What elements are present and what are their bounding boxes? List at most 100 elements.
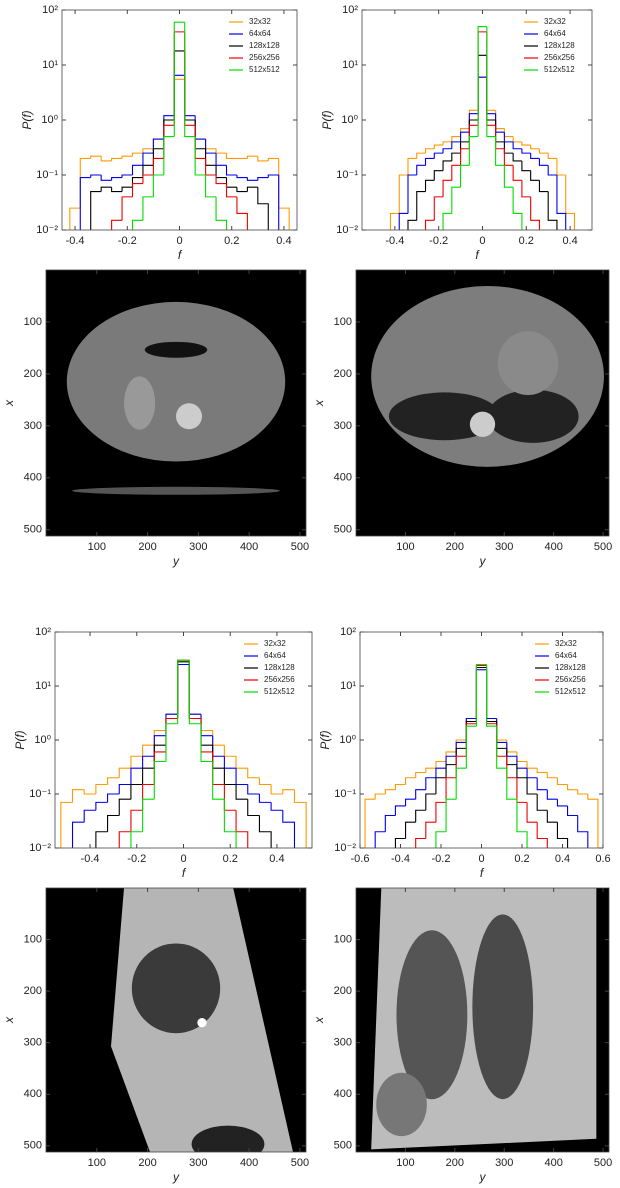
histogram-step (246, 177, 258, 181)
histogram-step (257, 156, 269, 162)
histogram-step (188, 664, 202, 715)
image-region (487, 389, 579, 443)
histogram-step (163, 136, 175, 175)
histogram-step (477, 31, 487, 126)
histogram-step (153, 760, 166, 800)
histogram-step (194, 120, 206, 150)
legend-label: 32x32 (264, 639, 286, 648)
histogram-step (246, 186, 258, 192)
histogram-step (424, 179, 435, 192)
histogram-step (364, 798, 376, 848)
x-tick-label: 300 (189, 541, 207, 553)
x-tick-label: 300 (495, 541, 513, 553)
histogram-step (468, 136, 479, 166)
histogram-step (100, 156, 112, 162)
histogram-step (60, 801, 73, 848)
histogram-step (90, 174, 102, 178)
x-axis-label: y (479, 554, 487, 568)
histogram-step (445, 798, 457, 832)
y-axis-label: x (312, 1016, 326, 1024)
histogram-step (433, 170, 444, 181)
histogram-step (163, 119, 175, 149)
histogram-step (152, 138, 164, 154)
histogram-step (177, 661, 190, 719)
legend-label: 128x128 (544, 41, 575, 50)
histogram-step (177, 659, 190, 724)
histogram-step (152, 148, 164, 166)
histogram-step (521, 141, 531, 146)
histogram-step (130, 767, 143, 785)
histogram-step (435, 767, 447, 778)
y-tick-label: 10⁻¹ (36, 169, 58, 181)
histogram-step (184, 79, 196, 121)
histogram-step (477, 26, 487, 137)
x-tick-label: 0.4 (562, 235, 577, 247)
y-tick-label: 500 (334, 524, 352, 536)
histogram-step (194, 136, 206, 176)
y-tick-label: 200 (334, 368, 352, 380)
histogram-step (587, 794, 599, 848)
histogram-step (556, 822, 569, 848)
x-tick-label: 0 (478, 853, 484, 865)
histogram-step (225, 183, 237, 198)
y-tick-label: 500 (24, 1140, 42, 1152)
histogram-step (407, 157, 417, 175)
histogram-step (142, 152, 154, 166)
x-tick-label: 0 (176, 235, 182, 247)
legend-label: 256x256 (544, 53, 575, 62)
histogram-step (246, 155, 258, 159)
histogram-step (503, 141, 514, 154)
histogram-step (235, 784, 248, 800)
histogram-step (394, 837, 406, 848)
histogram-step (512, 165, 522, 181)
histogram-step (111, 187, 123, 193)
histogram-step (131, 164, 143, 175)
histogram-step (257, 176, 269, 181)
histogram-step (486, 665, 497, 725)
histogram-step (496, 726, 507, 769)
histogram-step (475, 669, 487, 719)
histogram-step (416, 191, 426, 221)
x-tick-label: 0.2 (519, 235, 534, 247)
histogram-step (200, 714, 213, 737)
x-tick-label: 0.4 (555, 853, 570, 865)
histogram-step (407, 219, 417, 230)
histogram-step (111, 157, 123, 161)
frame (45, 269, 307, 537)
histogram-step (451, 152, 461, 161)
y-axis-label: x (2, 1016, 16, 1024)
histogram-step (465, 720, 477, 749)
histogram-step (177, 659, 190, 719)
y-tick-label: 10¹ (35, 680, 51, 692)
histogram-step (475, 664, 487, 724)
histogram-step (184, 75, 196, 117)
histogram-step (565, 175, 576, 230)
histogram-step (188, 664, 202, 715)
histogram-step (267, 157, 279, 161)
histogram-step (131, 219, 143, 230)
x-tick-label: 300 (189, 1157, 207, 1169)
x-tick-label: 200 (446, 541, 464, 553)
histogram-step (521, 160, 531, 172)
x-axis-label: y (479, 1170, 487, 1184)
histogram-step (526, 768, 538, 779)
histogram-step (384, 789, 396, 794)
histogram-step (415, 837, 426, 848)
histogram-step (460, 148, 470, 166)
histogram-step (205, 139, 217, 154)
panel: 32x32 64x64 128x128 256x256 512x512 -0.6 -0.4 -… (318, 626, 610, 880)
histogram-step (130, 755, 143, 769)
histogram-step (121, 174, 133, 178)
histogram-step (235, 768, 248, 786)
histogram-step (516, 777, 528, 803)
x-tick-label: -0.2 (118, 235, 137, 247)
histogram-step (536, 822, 548, 848)
x-tick-label: 0 (180, 853, 186, 865)
histogram-step (205, 139, 217, 150)
histogram-step (433, 144, 444, 149)
histogram-step (530, 170, 540, 181)
image-region (396, 930, 468, 1100)
y-tick-label: 10⁻² (336, 224, 358, 236)
histogram-step (142, 767, 155, 785)
